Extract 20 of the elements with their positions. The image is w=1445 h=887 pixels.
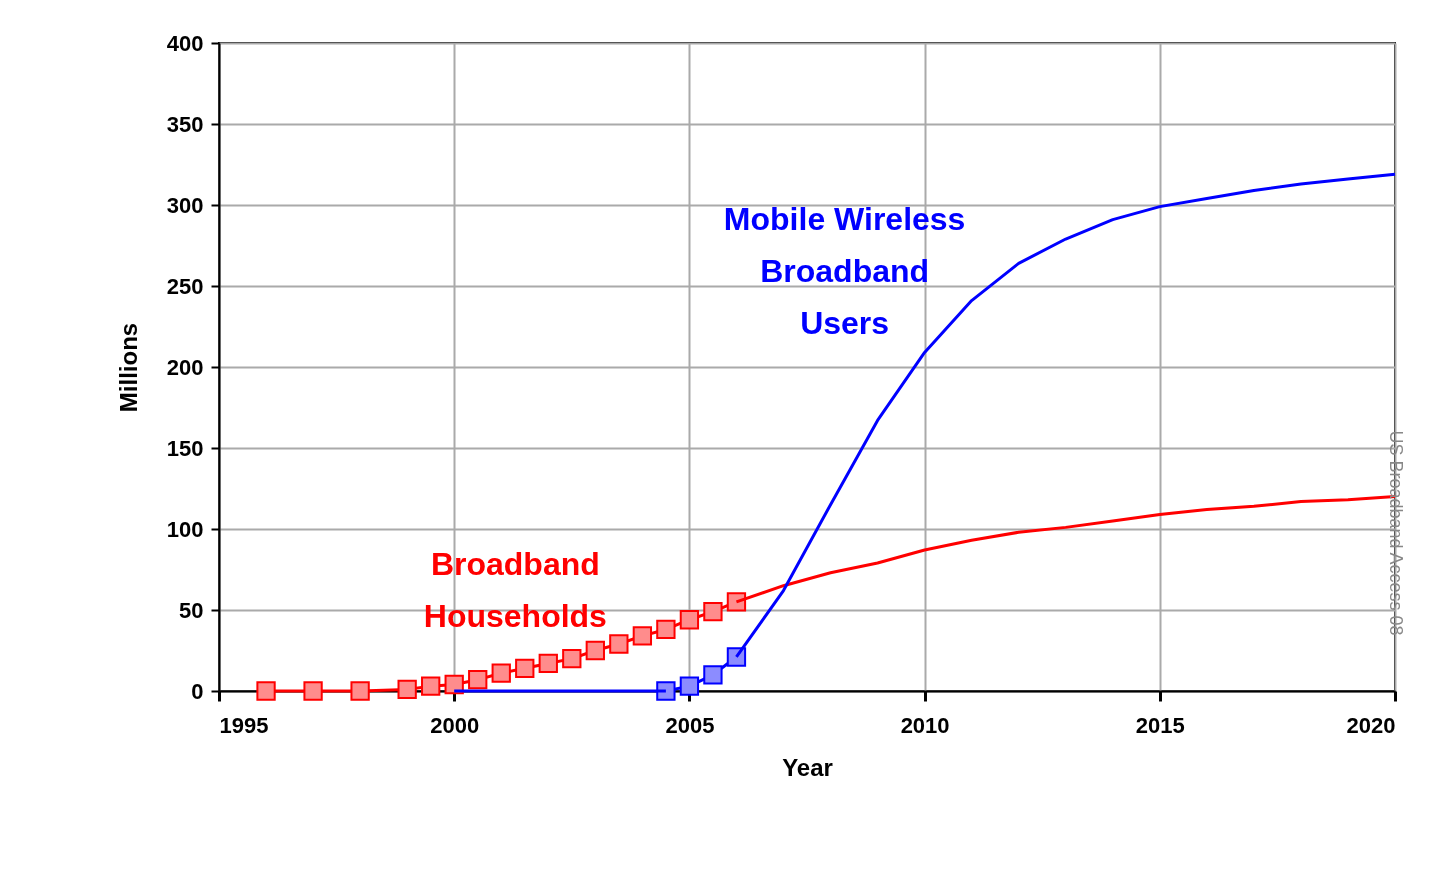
- y-tick-label: 400: [166, 30, 204, 56]
- x-tick-label: 2000: [430, 712, 480, 738]
- x-tick-label: 2010: [900, 712, 950, 738]
- x-tick-label: 1995: [219, 712, 269, 738]
- y-tick-label: 150: [166, 435, 204, 461]
- y-tick-label: 350: [166, 111, 204, 137]
- x-axis-title: Year: [782, 753, 833, 781]
- y-tick-label: 100: [166, 516, 204, 542]
- annotation: US Broadband Access 08: [1386, 430, 1406, 636]
- y-tick-label: 50: [179, 597, 204, 623]
- y-tick-label: 300: [166, 192, 204, 218]
- text: Mobile Wireless Broadband Users: [723, 201, 966, 341]
- y-tick-label: 200: [166, 354, 204, 380]
- y-tick-label: 250: [166, 273, 204, 299]
- x-tick-label: 2005: [665, 712, 715, 738]
- x-tick-label: 2015: [1135, 712, 1185, 738]
- x-tick-label: 2020: [1346, 712, 1396, 738]
- y-tick-label: 0: [191, 678, 204, 704]
- y-axis-title: Millions: [114, 322, 142, 413]
- series-label: Broadband Households: [423, 546, 607, 635]
